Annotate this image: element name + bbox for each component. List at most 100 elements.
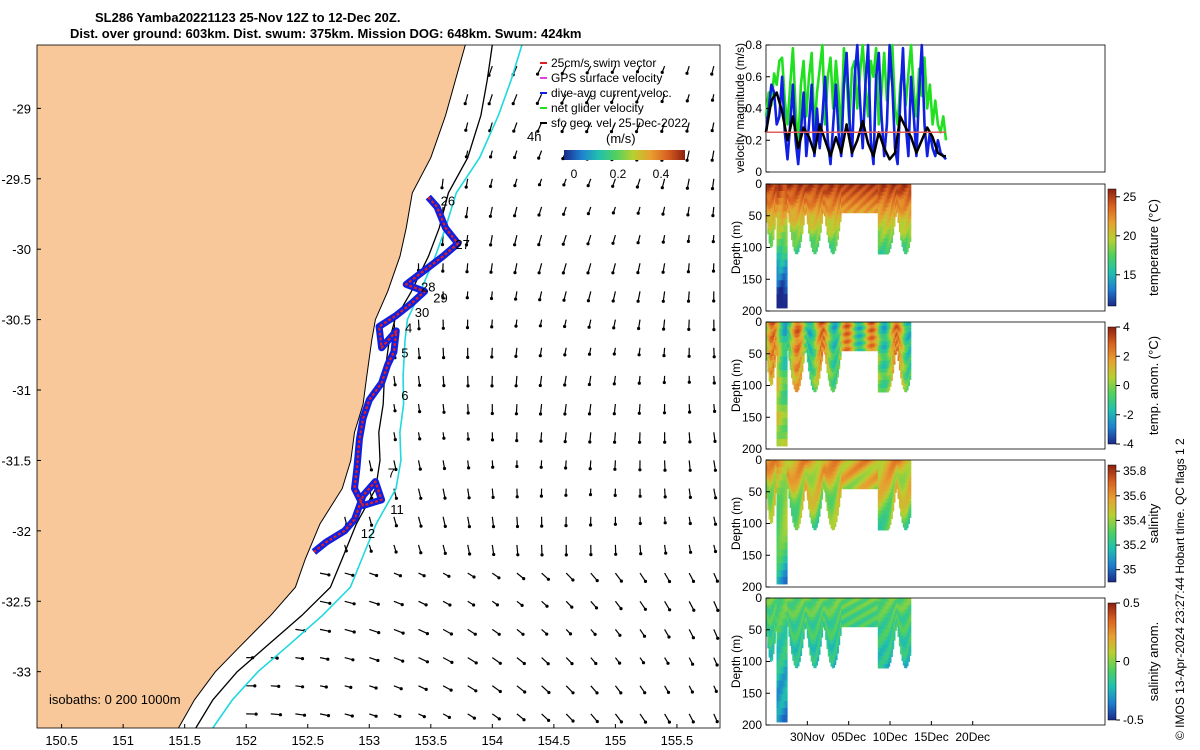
section-cell [893,338,896,342]
section-cell [900,337,903,342]
section-cell [883,246,885,251]
section-cell [819,221,822,225]
section-cell [804,340,806,344]
section-cell [848,344,851,347]
section-cell [835,242,838,247]
section-cell [851,341,854,344]
section-cell [873,336,876,339]
section-cell [771,373,774,378]
section-cell [864,209,867,212]
section-cell [881,376,884,381]
section-cell [864,345,867,348]
section-cell [851,331,854,334]
arrow-head [547,718,551,723]
section-cell [783,418,785,426]
section-cell [801,228,804,232]
section-cell [837,325,839,329]
section-cell [829,350,831,355]
section-cell [829,191,831,196]
section-cell [822,331,825,334]
section-cell [841,345,843,348]
section-cell [844,325,847,328]
section-cell [768,216,771,221]
section-cell [860,325,863,328]
arrow-head [393,409,397,413]
section-cell [788,324,791,327]
section-cell [901,229,904,234]
section-cell [908,184,910,189]
arrow-head [564,493,568,497]
section-cell [796,376,799,381]
section-cell [772,217,775,222]
section-cell [839,219,842,222]
section-cell [812,195,814,200]
section-cell [859,211,862,214]
section-cell [794,238,797,243]
section-cell [767,206,770,210]
section-cell [875,326,878,329]
section-cell [891,335,893,339]
section-cell [825,342,828,346]
section-cell [867,328,870,331]
section-cell [775,476,778,479]
section-cell [766,489,768,493]
arrow-head [537,213,541,217]
section-cell [796,380,799,385]
arrow-head [560,71,564,76]
section-cell [771,518,774,523]
section-cell [885,222,888,228]
section-cell [798,325,801,330]
section-cell [792,353,795,358]
section-cell [798,198,801,203]
section-cell [813,341,816,346]
section-cell [872,329,875,333]
section-cell [876,196,879,199]
section-cell [784,342,787,351]
section-cell [825,361,828,365]
section-cell [871,206,874,209]
section-cell [866,331,868,334]
section-cell [848,331,851,334]
section-cell [851,334,854,337]
section-cell [798,184,801,189]
section-cell [877,388,880,393]
section-cell [767,231,770,235]
current-arrow [491,657,501,664]
section-cell [823,339,826,342]
section-cell [805,343,808,346]
section-cell [798,226,801,231]
section-cell [792,349,795,354]
section-cell [808,324,810,328]
section-cell [833,325,835,331]
current-arrow [587,263,592,274]
section-cell [805,195,808,198]
arrow-head [425,660,429,664]
section-cell [779,232,782,240]
arrow-head [497,576,501,580]
section-cell [867,196,870,199]
section-cell [900,356,903,360]
section-cell [885,345,888,350]
section-cell [896,344,899,347]
section-cell [793,355,796,360]
section-cell [814,376,817,381]
section-cell [809,331,812,336]
section-cell [851,191,854,195]
section-cell [869,347,872,350]
section-cell [797,184,800,189]
section-cell [859,341,862,344]
section-cell [843,185,846,188]
section-cell [862,209,864,212]
section-cell [794,364,797,369]
section-cell [784,300,787,309]
velocity-y-label: velocity magnitude (m/s) [733,43,747,173]
section-cell [776,377,779,385]
section-cell [894,331,897,334]
section-cell [772,322,775,326]
arrow-head [613,522,618,526]
section-cell [785,349,788,357]
section-cell [864,195,867,198]
section-cell [858,185,860,188]
section-cell [904,356,906,362]
section-cell [792,187,795,192]
